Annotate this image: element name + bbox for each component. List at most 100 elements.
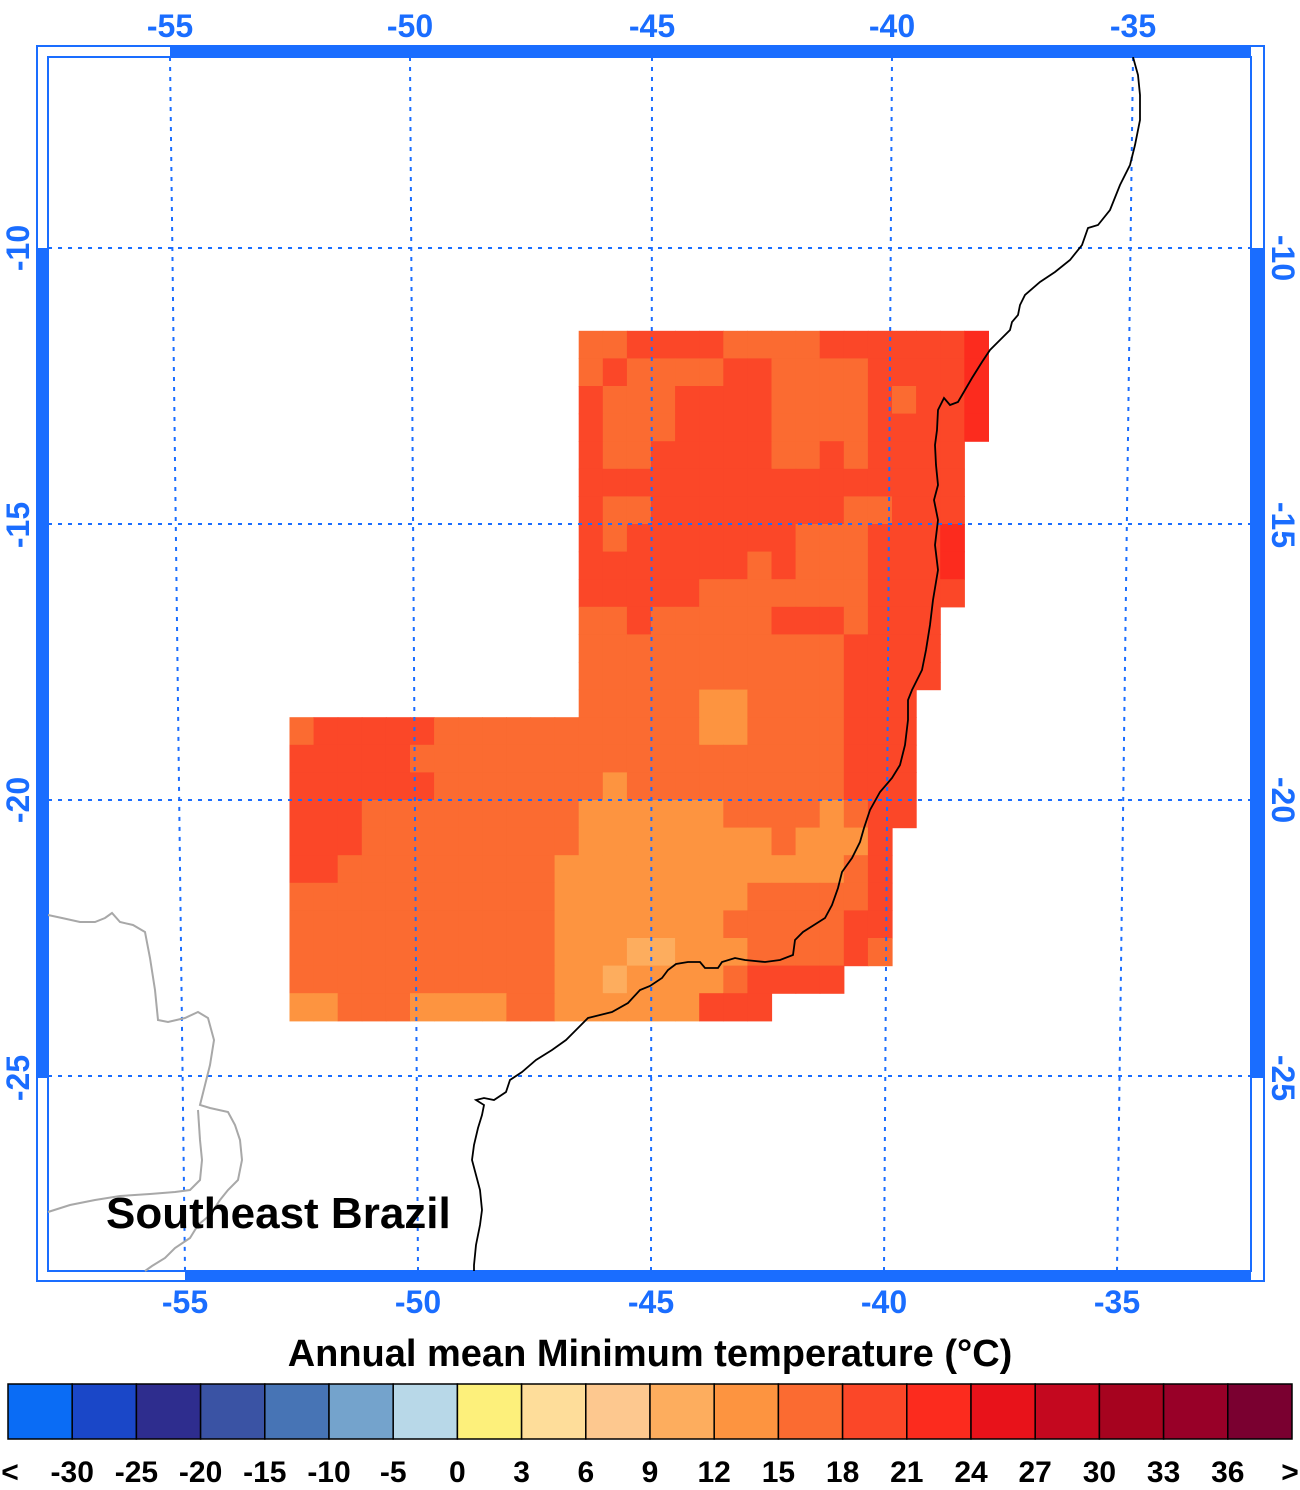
grid-cell [747,551,773,580]
grid-cell [843,524,869,553]
grid-cell [867,882,893,911]
grid-cell [458,800,483,829]
grid-cell [819,606,845,635]
grid-cell [795,772,821,801]
grid-cell [819,386,845,415]
grid-cell [771,634,797,663]
top-tick-labels: -55 -50 -45 -40 -35 [147,8,1156,44]
grid-cell [675,744,700,773]
grid-cell [843,551,869,580]
grid-cell [795,662,821,691]
grid-cell [313,855,339,884]
grid-cell [723,910,748,939]
grid-cell [843,441,869,470]
grid-cell [361,938,387,967]
top-tick-label: -35 [1110,8,1156,44]
grid-cell [554,744,580,773]
meridian-line [1116,56,1134,1272]
grid-cell [530,827,556,856]
grid-cell [578,496,604,525]
grid-cell [747,579,773,608]
grid-cell [892,524,917,553]
colorbar-title: Annual mean Minimum temperature (°C) [288,1333,1013,1375]
right-tick-label: -10 [1265,235,1300,281]
grid-cell [410,772,435,801]
grid-cell [313,910,339,939]
grid-cell [458,827,483,856]
grid-cell [506,855,532,884]
grid-cell [940,330,965,359]
grid-cell [385,744,411,773]
grid-cell [337,827,363,856]
grid-cell [578,717,604,746]
grid-cell [892,468,917,497]
grid-cell [723,524,748,553]
grid-cell [578,882,604,911]
grid-cell [554,965,580,994]
grid-cell [289,772,315,801]
grid-cell [747,717,773,746]
grid-cell [530,744,556,773]
colorbar-swatch [7,1383,73,1440]
grid-cell [530,938,556,967]
grid-cell [410,965,435,994]
right-tick-label: -15 [1265,502,1300,548]
grid-cell [699,910,724,939]
grid-cell [602,689,628,718]
colorbar-swatch [456,1383,523,1440]
grid-cell [867,468,893,497]
grid-cell [651,938,676,967]
bottom-tick-label: -50 [395,1284,441,1320]
grid-cell [795,468,821,497]
grid-cell [482,965,507,994]
grid-cell [819,717,845,746]
grid-cell [675,717,700,746]
grid-cell [458,938,483,967]
grid-cell [385,882,411,911]
colorbar-tick-label: -30 [51,1456,94,1489]
grid-cell [361,772,387,801]
grid-cell [361,882,387,911]
right-tick-label: -20 [1265,777,1300,823]
grid-cell [434,827,459,856]
grid-cell [843,882,869,911]
grid-cell [723,579,748,608]
grid-cell [675,386,700,415]
grid-cell [819,800,845,829]
grid-cell [482,744,507,773]
bottom-tick-label: -55 [162,1284,208,1320]
colorbar-swatch [906,1383,972,1440]
grid-cell [626,413,652,442]
grid-cell [578,606,604,635]
grid-cell [892,358,917,387]
grid-cell [289,717,315,746]
grid-cell [771,855,797,884]
grid-cell [337,993,363,1022]
grid-cell [819,330,845,359]
colorbar-swatch [1162,1383,1229,1440]
bottom-tick-labels: -55 -50 -45 -40 -35 [162,1284,1140,1320]
grid-cell [361,910,387,939]
grid-cell [578,772,604,801]
grid-cell [578,689,604,718]
grid-cell [699,496,724,525]
bottom-tick-label: -40 [861,1284,907,1320]
grid-cell [675,358,700,387]
colorbar-tick-label: -5 [380,1456,407,1489]
grid-cell [578,441,604,470]
grid-cell [675,330,700,359]
grid-cell [602,330,628,359]
grid-cell [892,441,917,470]
grid-cell [843,634,869,663]
grid-cell [747,910,773,939]
grid-cell [530,800,556,829]
grid-cell [626,689,652,718]
grid-cell [313,717,339,746]
grid-cell [843,910,869,939]
colorbar-swatch [649,1383,715,1440]
grid-cell [771,882,797,911]
grid-cell [843,496,869,525]
grid-cell [892,662,917,691]
grid-cell [867,551,893,580]
grid-cell [675,827,700,856]
